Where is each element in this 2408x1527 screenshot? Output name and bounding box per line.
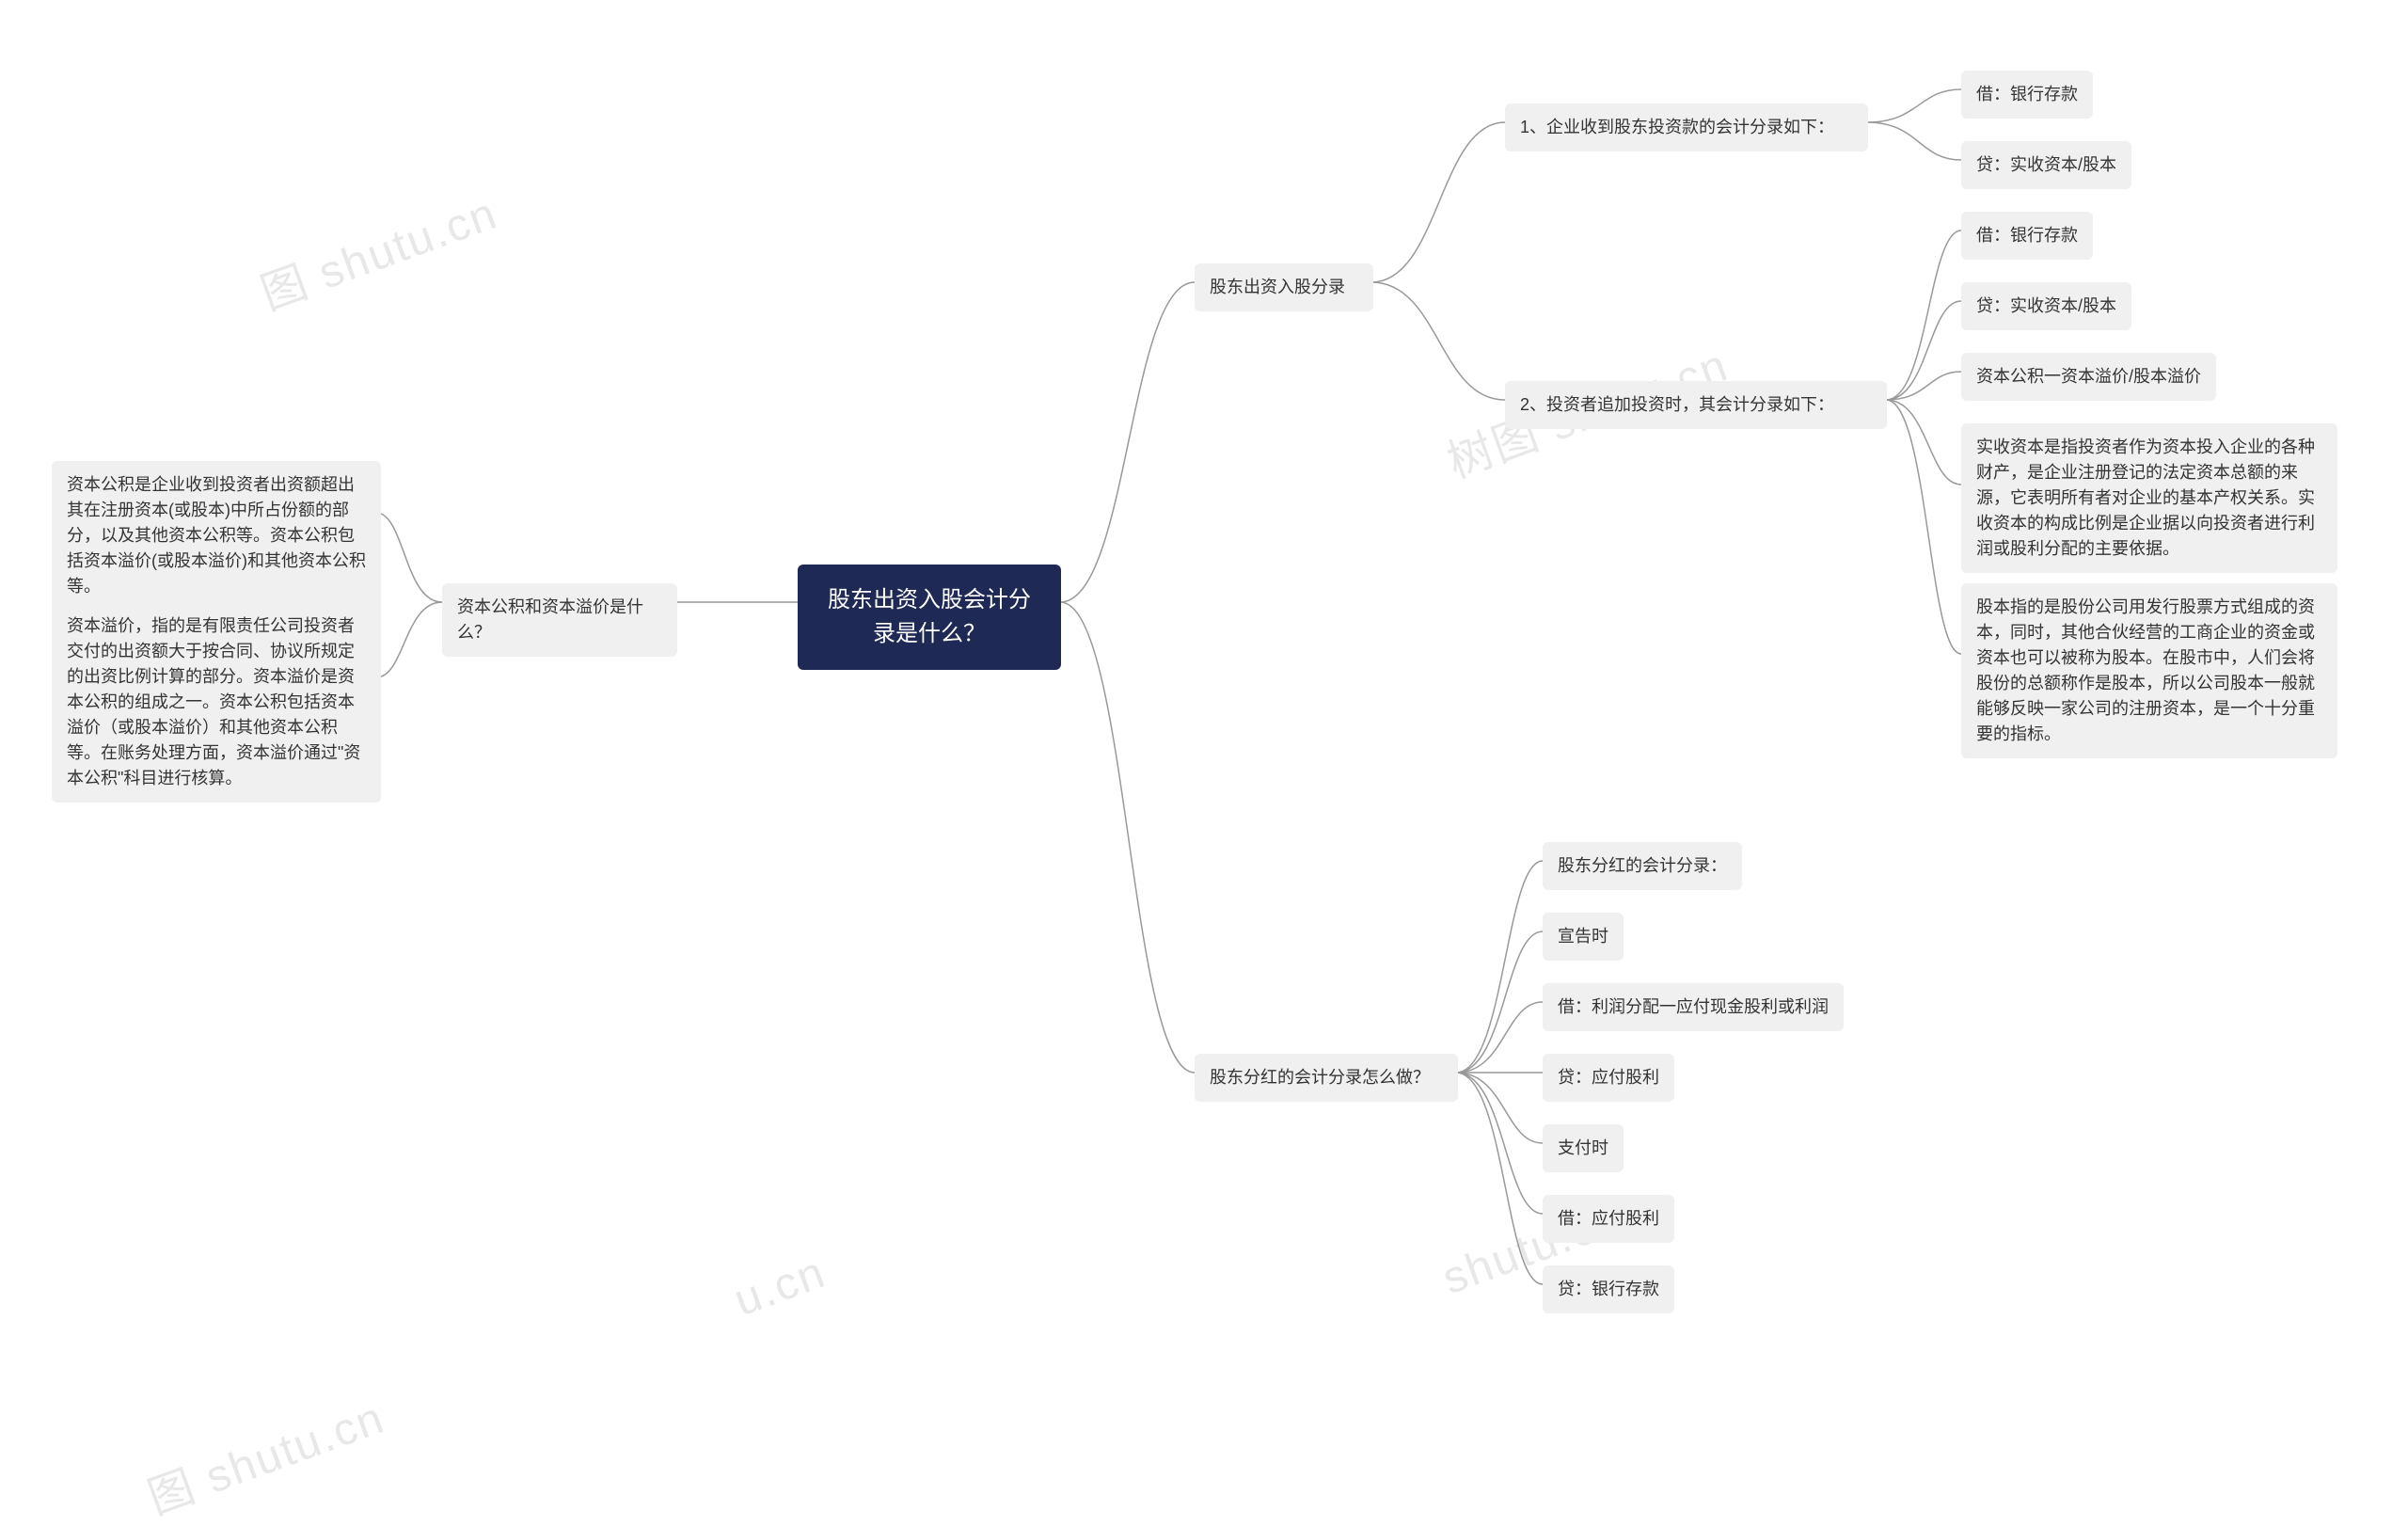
leaf-r1-2-2: 贷：实收资本/股本	[1961, 282, 2131, 330]
leaf-label: 实收资本是指投资者作为资本投入企业的各种财产，是企业注册登记的法定资本总额的来源…	[1976, 437, 2315, 558]
leaf-r1-2-4: 实收资本是指投资者作为资本投入企业的各种财产，是企业注册登记的法定资本总额的来源…	[1961, 423, 2337, 573]
leaf-label: 贷：银行存款	[1558, 1280, 1659, 1298]
root-node: 股东出资入股会计分录是什么？	[798, 565, 1061, 670]
leaf-r2-4: 贷：应付股利	[1543, 1054, 1674, 1102]
leaf-l1-2: 资本溢价，指的是有限责任公司投资者交付的出资额大于按合同、协议所规定的出资比例计…	[52, 602, 381, 803]
branch-label: 股东分红的会计分录怎么做？	[1210, 1068, 1430, 1087]
leaf-r1-2-1: 借：银行存款	[1961, 212, 2093, 260]
root-label: 股东出资入股会计分录是什么？	[828, 587, 1031, 646]
watermark: 图 shutu.cn	[250, 176, 505, 323]
branch-right-1-1: 1、企业收到股东投资款的会计分录如下：	[1505, 103, 1868, 151]
leaf-r1-2-3: 资本公积一资本溢价/股本溢价	[1961, 353, 2216, 401]
leaf-label: 借：应付股利	[1558, 1209, 1659, 1228]
leaf-label: 宣告时	[1558, 927, 1608, 946]
leaf-label: 贷：应付股利	[1558, 1068, 1659, 1087]
leaf-r2-3: 借：利润分配一应付现金股利或利润	[1543, 983, 1844, 1031]
leaf-label: 资本公积是企业收到投资者出资额超出其在注册资本(或股本)中所占份额的部分，以及其…	[67, 475, 366, 596]
leaf-r1-1-2: 贷：实收资本/股本	[1961, 141, 2131, 189]
watermark: 图 shutu.cn	[137, 1380, 392, 1527]
leaf-label: 股东分红的会计分录：	[1558, 856, 1727, 875]
leaf-r2-5: 支付时	[1543, 1124, 1624, 1172]
leaf-r2-1: 股东分红的会计分录：	[1543, 842, 1742, 890]
watermark: u.cn	[728, 1247, 833, 1327]
branch-right-1: 股东出资入股分录	[1195, 263, 1373, 311]
leaf-label: 资本溢价，指的是有限责任公司投资者交付的出资额大于按合同、协议所规定的出资比例计…	[67, 616, 360, 787]
leaf-r1-1-1: 借：银行存款	[1961, 71, 2093, 119]
leaf-label: 资本公积一资本溢价/股本溢价	[1976, 367, 2201, 386]
leaf-r2-6: 借：应付股利	[1543, 1195, 1674, 1243]
leaf-r2-7: 贷：银行存款	[1543, 1265, 1674, 1313]
leaf-label: 借：利润分配一应付现金股利或利润	[1558, 997, 1829, 1016]
leaf-label: 贷：实收资本/股本	[1976, 296, 2116, 315]
leaf-label: 贷：实收资本/股本	[1976, 155, 2116, 174]
leaf-label: 支付时	[1558, 1138, 1608, 1157]
branch-label: 资本公积和资本溢价是什么？	[457, 597, 643, 642]
leaf-label: 股本指的是股份公司用发行股票方式组成的资本，同时，其他合伙经营的工商企业的资金或…	[1976, 597, 2315, 743]
leaf-r1-2-5: 股本指的是股份公司用发行股票方式组成的资本，同时，其他合伙经营的工商企业的资金或…	[1961, 583, 2337, 758]
leaf-l1-1: 资本公积是企业收到投资者出资额超出其在注册资本(或股本)中所占份额的部分，以及其…	[52, 461, 381, 611]
branch-label: 1、企业收到股东投资款的会计分录如下：	[1520, 118, 1834, 136]
leaf-label: 借：银行存款	[1976, 85, 2078, 103]
leaf-r2-2: 宣告时	[1543, 913, 1624, 961]
branch-label: 2、投资者追加投资时，其会计分录如下：	[1520, 395, 1834, 414]
branch-right-1-2: 2、投资者追加投资时，其会计分录如下：	[1505, 381, 1887, 429]
branch-label: 股东出资入股分录	[1210, 278, 1345, 296]
leaf-label: 借：银行存款	[1976, 226, 2078, 245]
branch-left-1: 资本公积和资本溢价是什么？	[442, 583, 677, 657]
branch-right-2: 股东分红的会计分录怎么做？	[1195, 1054, 1458, 1102]
